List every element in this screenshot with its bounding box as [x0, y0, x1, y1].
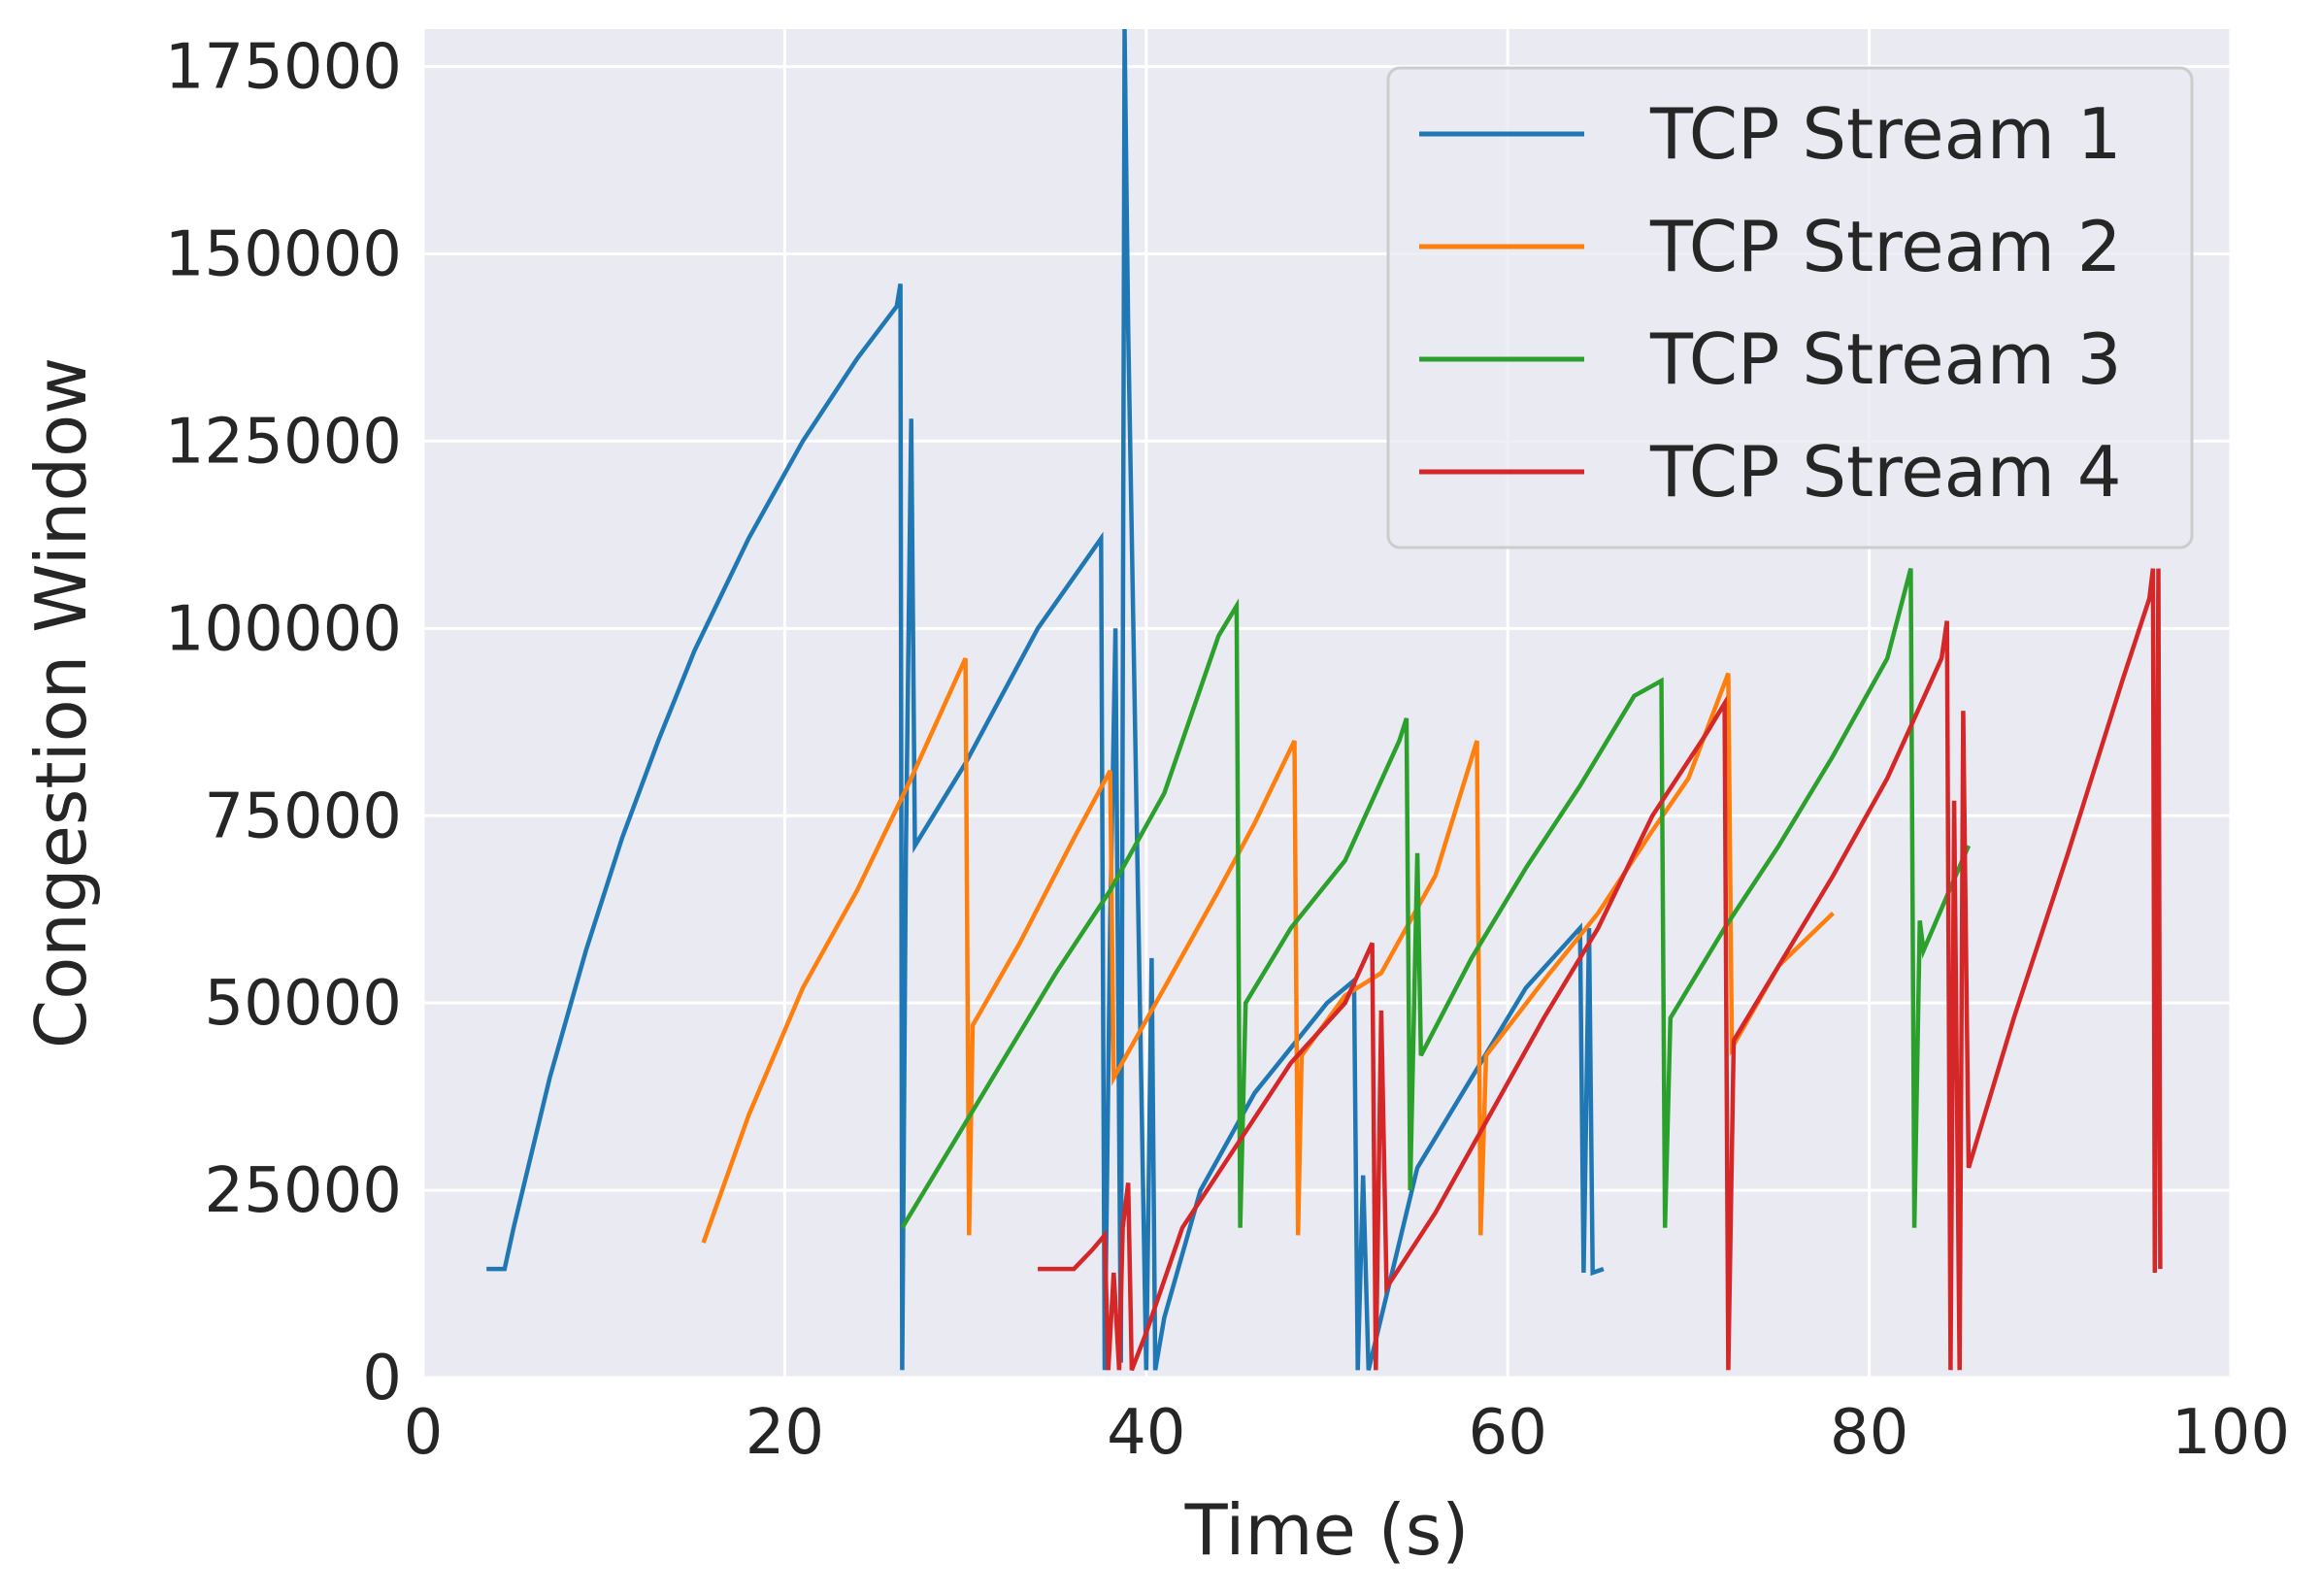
y-tick-label: 150000 [165, 219, 402, 291]
x-axis-label: Time (s) [1184, 1489, 1470, 1571]
gridlines [421, 29, 2233, 1380]
x-tick-label: 20 [746, 1397, 824, 1469]
x-tick-label: 100 [2172, 1397, 2290, 1469]
series-line-2 [701, 657, 1835, 1244]
legend: TCP Stream 1 TCP Stream 2 TCP Stream 3 TCP … [1386, 66, 2194, 549]
x-tick-label: 40 [1107, 1397, 1185, 1469]
y-tick-label: 50000 [204, 968, 402, 1040]
y-tick-label: 125000 [165, 406, 402, 478]
y-tick-label: 100000 [165, 593, 402, 665]
legend-label-3: TCP Stream 3 [1649, 318, 2122, 400]
x-tick-label: 80 [1830, 1397, 1908, 1469]
y-tick-label: 0 [362, 1343, 402, 1414]
y-tick-labels: 0 25000 50000 75000 100000 125000 150000 175000 [165, 32, 402, 1414]
x-tick-labels: 0 20 40 60 80 100 [404, 1397, 2290, 1469]
legend-box [1386, 66, 2194, 549]
series-lines [486, 29, 2163, 1372]
x-tick-label: 60 [1468, 1397, 1546, 1469]
series-line-3 [900, 568, 1972, 1229]
y-tick-label: 75000 [204, 781, 402, 852]
y-axis-label: Congestion Window [20, 357, 102, 1048]
x-tick-label: 0 [404, 1397, 444, 1469]
legend-label-1: TCP Stream 1 [1649, 93, 2122, 175]
legend-label-2: TCP Stream 2 [1649, 206, 2122, 287]
series-line-1 [486, 29, 1605, 1371]
legend-label-4: TCP Stream 4 [1649, 431, 2122, 513]
y-tick-label: 175000 [165, 32, 402, 104]
series-line-4 [1038, 568, 2163, 1372]
y-tick-label: 25000 [204, 1155, 402, 1227]
